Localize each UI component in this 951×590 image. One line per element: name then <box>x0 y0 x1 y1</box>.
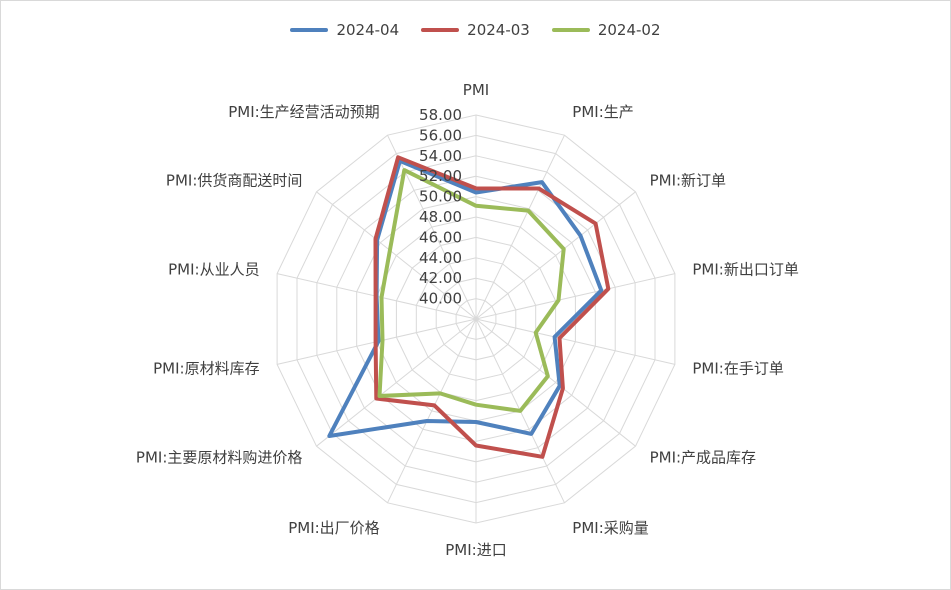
axis-spoke <box>316 191 477 320</box>
tick-label: 54.00 <box>419 147 462 165</box>
legend-item: 2024-03 <box>421 21 530 39</box>
axis-label: PMI:供货商配送时间 <box>166 172 302 190</box>
tick-label: 42.00 <box>419 269 462 287</box>
axis-label: PMI:生产经营活动预期 <box>228 103 379 121</box>
legend-swatch <box>290 28 329 32</box>
tick-label: 52.00 <box>419 167 462 185</box>
axis-spoke <box>475 191 636 320</box>
series-layer <box>327 155 611 459</box>
legend-label: 2024-04 <box>336 21 400 39</box>
axis-label: PMI:在手订单 <box>692 359 783 377</box>
series-line <box>373 155 611 459</box>
tick-label: 48.00 <box>419 208 462 226</box>
axis-label: PMI:原材料库存 <box>153 359 259 377</box>
axis-label: PMI:生产 <box>572 103 633 121</box>
axis-label: PMI:进口 <box>445 541 506 559</box>
axis-label: PMI:采购量 <box>572 519 648 537</box>
legend-item: 2024-04 <box>290 21 399 39</box>
axis-spoke <box>387 318 477 504</box>
axis-label: PMI:从业人员 <box>168 261 259 279</box>
axis-label: PMI:新出口订单 <box>692 261 798 279</box>
legend-label: 2024-03 <box>467 21 530 39</box>
axis-label: PMI:新订单 <box>650 172 726 190</box>
axis-spoke <box>475 134 565 320</box>
legend-swatch <box>551 28 590 32</box>
grid-layer <box>276 114 676 524</box>
series-line <box>377 168 566 413</box>
axis-label: PMI:出厂价格 <box>288 519 379 537</box>
legend-label: 2024-02 <box>597 21 661 39</box>
legend-item: 2024-02 <box>551 21 661 39</box>
axis-spoke <box>316 318 477 447</box>
axis-spoke <box>387 134 477 320</box>
axis-spoke <box>475 318 676 365</box>
axis-label: PMI:主要原材料购进价格 <box>136 448 302 466</box>
tick-label: 50.00 <box>419 188 462 206</box>
tick-label: 46.00 <box>419 228 462 246</box>
axis-spoke <box>475 273 676 320</box>
tick-label: 40.00 <box>419 290 462 308</box>
legend-swatch <box>421 28 460 32</box>
tick-label: 44.00 <box>419 249 462 267</box>
legend: 2024-04 2024-03 2024-02 <box>1 21 950 39</box>
tick-label: 58.00 <box>419 106 462 124</box>
tick-label: 56.00 <box>419 126 462 144</box>
axis-spoke <box>475 318 636 447</box>
axis-label: PMI <box>463 81 489 99</box>
label-layer: 40.00 42.00 44.00 46.00 48.00 50.00 52.00 54.00… <box>136 81 799 559</box>
axis-label: PMI:产成品库存 <box>650 448 756 466</box>
